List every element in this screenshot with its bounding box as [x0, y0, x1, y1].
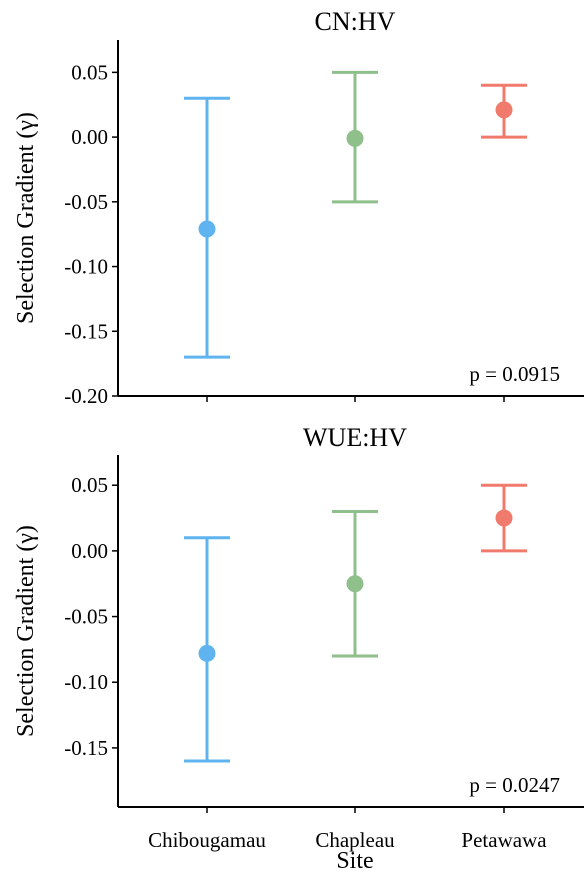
- data-point-chibougamau: [198, 220, 216, 238]
- data-point-chibougamau: [198, 644, 216, 662]
- y-tick-label: 0.00: [71, 125, 108, 149]
- panel-title: WUE:HV: [303, 423, 407, 452]
- y-tick-label: -0.05: [64, 190, 108, 214]
- y-tick-label: -0.10: [64, 670, 108, 694]
- panel-1: CN:HV 0.05 0.00 -0.05 -0.10 -0.15 -0.20 Selecti…: [13, 7, 584, 408]
- y-tick-label: -0.15: [64, 319, 108, 343]
- y-tick-label: -0.05: [64, 605, 108, 629]
- y-tick-label: 0.05: [71, 473, 108, 497]
- data-point-petawawa: [495, 509, 513, 527]
- y-tick-label: -0.15: [64, 736, 108, 760]
- p-value-annotation: p = 0.0247: [469, 773, 560, 797]
- data-point-chapleau: [346, 129, 364, 147]
- data-point-chapleau: [346, 575, 364, 593]
- y-axis-label: Selection Gradient (γ): [13, 525, 39, 737]
- y-tick-label: 0.00: [71, 539, 108, 563]
- x-tick-label: Petawawa: [461, 828, 547, 852]
- y-tick-label: -0.20: [64, 384, 108, 408]
- p-value-annotation: p = 0.0915: [469, 362, 560, 386]
- panel-title: CN:HV: [315, 7, 396, 36]
- y-axis-label: Selection Gradient (γ): [13, 112, 39, 324]
- data-point-petawawa: [495, 101, 513, 119]
- y-tick-label: -0.10: [64, 255, 108, 279]
- x-axis-label: Site: [336, 848, 373, 874]
- panel-2: WUE:HV 0.05 0.00 -0.05 -0.10 -0.15 Chibougamau…: [13, 423, 584, 874]
- x-tick-label: Chibougamau: [148, 828, 266, 852]
- x-tick-label: Chapleau: [315, 828, 395, 852]
- y-tick-label: 0.05: [71, 60, 108, 84]
